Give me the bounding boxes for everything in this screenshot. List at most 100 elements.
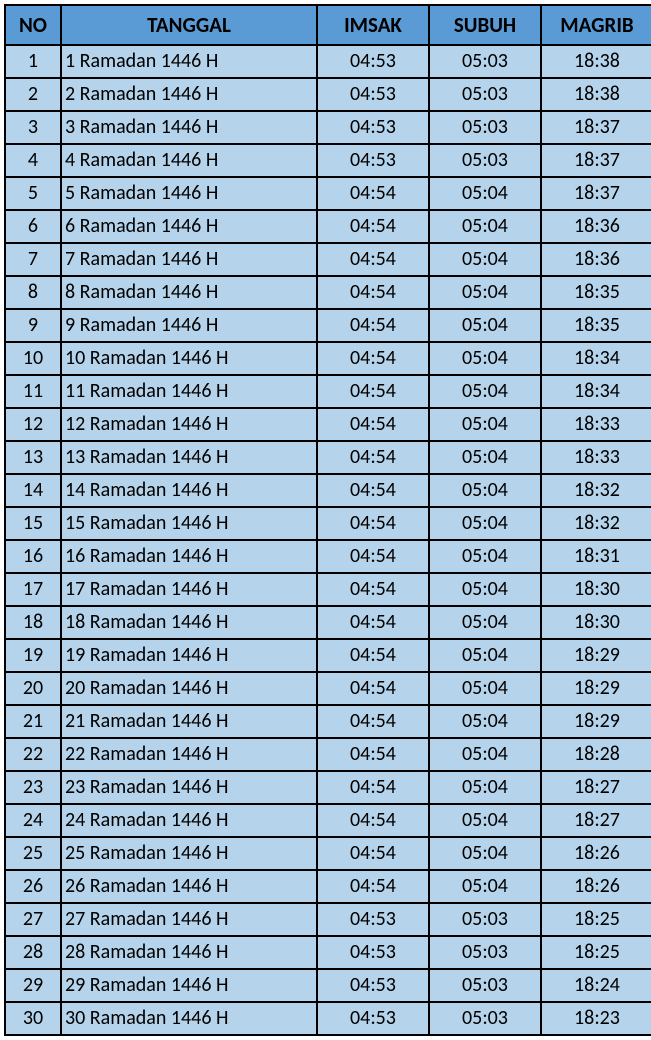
cell-magrib: 18:37: [541, 144, 651, 177]
table-row: 3030 Ramadan 1446 H04:5305:0318:23: [5, 1002, 651, 1035]
cell-subuh: 05:04: [429, 540, 541, 573]
cell-date: 19 Ramadan 1446 H: [61, 639, 317, 672]
cell-no: 4: [5, 144, 61, 177]
cell-magrib: 18:27: [541, 804, 651, 837]
cell-magrib: 18:36: [541, 243, 651, 276]
cell-no: 27: [5, 903, 61, 936]
cell-magrib: 18:38: [541, 45, 651, 78]
cell-imsak: 04:54: [317, 408, 429, 441]
col-header-no: NO: [5, 5, 61, 45]
cell-no: 20: [5, 672, 61, 705]
cell-imsak: 04:53: [317, 45, 429, 78]
cell-no: 21: [5, 705, 61, 738]
cell-no: 14: [5, 474, 61, 507]
cell-subuh: 05:03: [429, 111, 541, 144]
cell-subuh: 05:03: [429, 969, 541, 1002]
cell-subuh: 05:03: [429, 903, 541, 936]
cell-no: 9: [5, 309, 61, 342]
cell-date: 20 Ramadan 1446 H: [61, 672, 317, 705]
cell-date: 8 Ramadan 1446 H: [61, 276, 317, 309]
cell-subuh: 05:03: [429, 936, 541, 969]
table-row: 2323 Ramadan 1446 H04:5405:0418:27: [5, 771, 651, 804]
cell-subuh: 05:04: [429, 837, 541, 870]
table-row: 77 Ramadan 1446 H04:5405:0418:36: [5, 243, 651, 276]
cell-no: 18: [5, 606, 61, 639]
table-row: 2020 Ramadan 1446 H04:5405:0418:29: [5, 672, 651, 705]
cell-imsak: 04:54: [317, 243, 429, 276]
table-row: 1414 Ramadan 1446 H04:5405:0418:32: [5, 474, 651, 507]
cell-imsak: 04:53: [317, 969, 429, 1002]
cell-subuh: 05:04: [429, 342, 541, 375]
cell-no: 8: [5, 276, 61, 309]
cell-magrib: 18:29: [541, 705, 651, 738]
cell-magrib: 18:30: [541, 573, 651, 606]
col-header-tanggal: TANGGAL: [61, 5, 317, 45]
cell-imsak: 04:53: [317, 936, 429, 969]
cell-no: 2: [5, 78, 61, 111]
cell-subuh: 05:03: [429, 78, 541, 111]
header-row: NO TANGGAL IMSAK SUBUH MAGRIB: [5, 5, 651, 45]
cell-subuh: 05:04: [429, 573, 541, 606]
col-header-magrib: MAGRIB: [541, 5, 651, 45]
cell-date: 18 Ramadan 1446 H: [61, 606, 317, 639]
cell-subuh: 05:04: [429, 705, 541, 738]
cell-magrib: 18:37: [541, 177, 651, 210]
table-row: 55 Ramadan 1446 H04:5405:0418:37: [5, 177, 651, 210]
table-row: 22 Ramadan 1446 H04:5305:0318:38: [5, 78, 651, 111]
cell-imsak: 04:54: [317, 738, 429, 771]
cell-magrib: 18:30: [541, 606, 651, 639]
table-row: 2828 Ramadan 1446 H04:5305:0318:25: [5, 936, 651, 969]
cell-subuh: 05:04: [429, 738, 541, 771]
cell-magrib: 18:33: [541, 408, 651, 441]
cell-imsak: 04:54: [317, 837, 429, 870]
cell-no: 17: [5, 573, 61, 606]
cell-date: 29 Ramadan 1446 H: [61, 969, 317, 1002]
cell-no: 3: [5, 111, 61, 144]
cell-date: 28 Ramadan 1446 H: [61, 936, 317, 969]
cell-subuh: 05:04: [429, 672, 541, 705]
cell-no: 11: [5, 375, 61, 408]
cell-magrib: 18:32: [541, 507, 651, 540]
cell-magrib: 18:37: [541, 111, 651, 144]
cell-imsak: 04:54: [317, 507, 429, 540]
cell-imsak: 04:54: [317, 804, 429, 837]
cell-date: 11 Ramadan 1446 H: [61, 375, 317, 408]
cell-no: 23: [5, 771, 61, 804]
table-row: 2222 Ramadan 1446 H04:5405:0418:28: [5, 738, 651, 771]
cell-magrib: 18:27: [541, 771, 651, 804]
table-row: 2525 Ramadan 1446 H04:5405:0418:26: [5, 837, 651, 870]
cell-date: 12 Ramadan 1446 H: [61, 408, 317, 441]
cell-no: 25: [5, 837, 61, 870]
cell-no: 22: [5, 738, 61, 771]
table-row: 2929 Ramadan 1446 H04:5305:0318:24: [5, 969, 651, 1002]
cell-date: 24 Ramadan 1446 H: [61, 804, 317, 837]
cell-subuh: 05:04: [429, 276, 541, 309]
table-row: 2424 Ramadan 1446 H04:5405:0418:27: [5, 804, 651, 837]
cell-magrib: 18:24: [541, 969, 651, 1002]
cell-imsak: 04:54: [317, 276, 429, 309]
cell-date: 27 Ramadan 1446 H: [61, 903, 317, 936]
cell-imsak: 04:53: [317, 903, 429, 936]
cell-date: 7 Ramadan 1446 H: [61, 243, 317, 276]
cell-date: 16 Ramadan 1446 H: [61, 540, 317, 573]
cell-magrib: 18:34: [541, 375, 651, 408]
cell-subuh: 05:04: [429, 243, 541, 276]
cell-date: 21 Ramadan 1446 H: [61, 705, 317, 738]
cell-magrib: 18:34: [541, 342, 651, 375]
cell-date: 3 Ramadan 1446 H: [61, 111, 317, 144]
cell-subuh: 05:04: [429, 870, 541, 903]
cell-subuh: 05:04: [429, 771, 541, 804]
table-row: 1717 Ramadan 1446 H04:5405:0418:30: [5, 573, 651, 606]
cell-subuh: 05:04: [429, 309, 541, 342]
cell-date: 4 Ramadan 1446 H: [61, 144, 317, 177]
cell-imsak: 04:54: [317, 441, 429, 474]
cell-subuh: 05:04: [429, 474, 541, 507]
col-header-imsak: IMSAK: [317, 5, 429, 45]
cell-subuh: 05:04: [429, 441, 541, 474]
cell-date: 22 Ramadan 1446 H: [61, 738, 317, 771]
cell-subuh: 05:04: [429, 177, 541, 210]
table-body: 11 Ramadan 1446 H04:5305:0318:3822 Ramad…: [5, 45, 651, 1035]
table-row: 33 Ramadan 1446 H04:5305:0318:37: [5, 111, 651, 144]
table-row: 1111 Ramadan 1446 H04:5405:0418:34: [5, 375, 651, 408]
cell-no: 28: [5, 936, 61, 969]
